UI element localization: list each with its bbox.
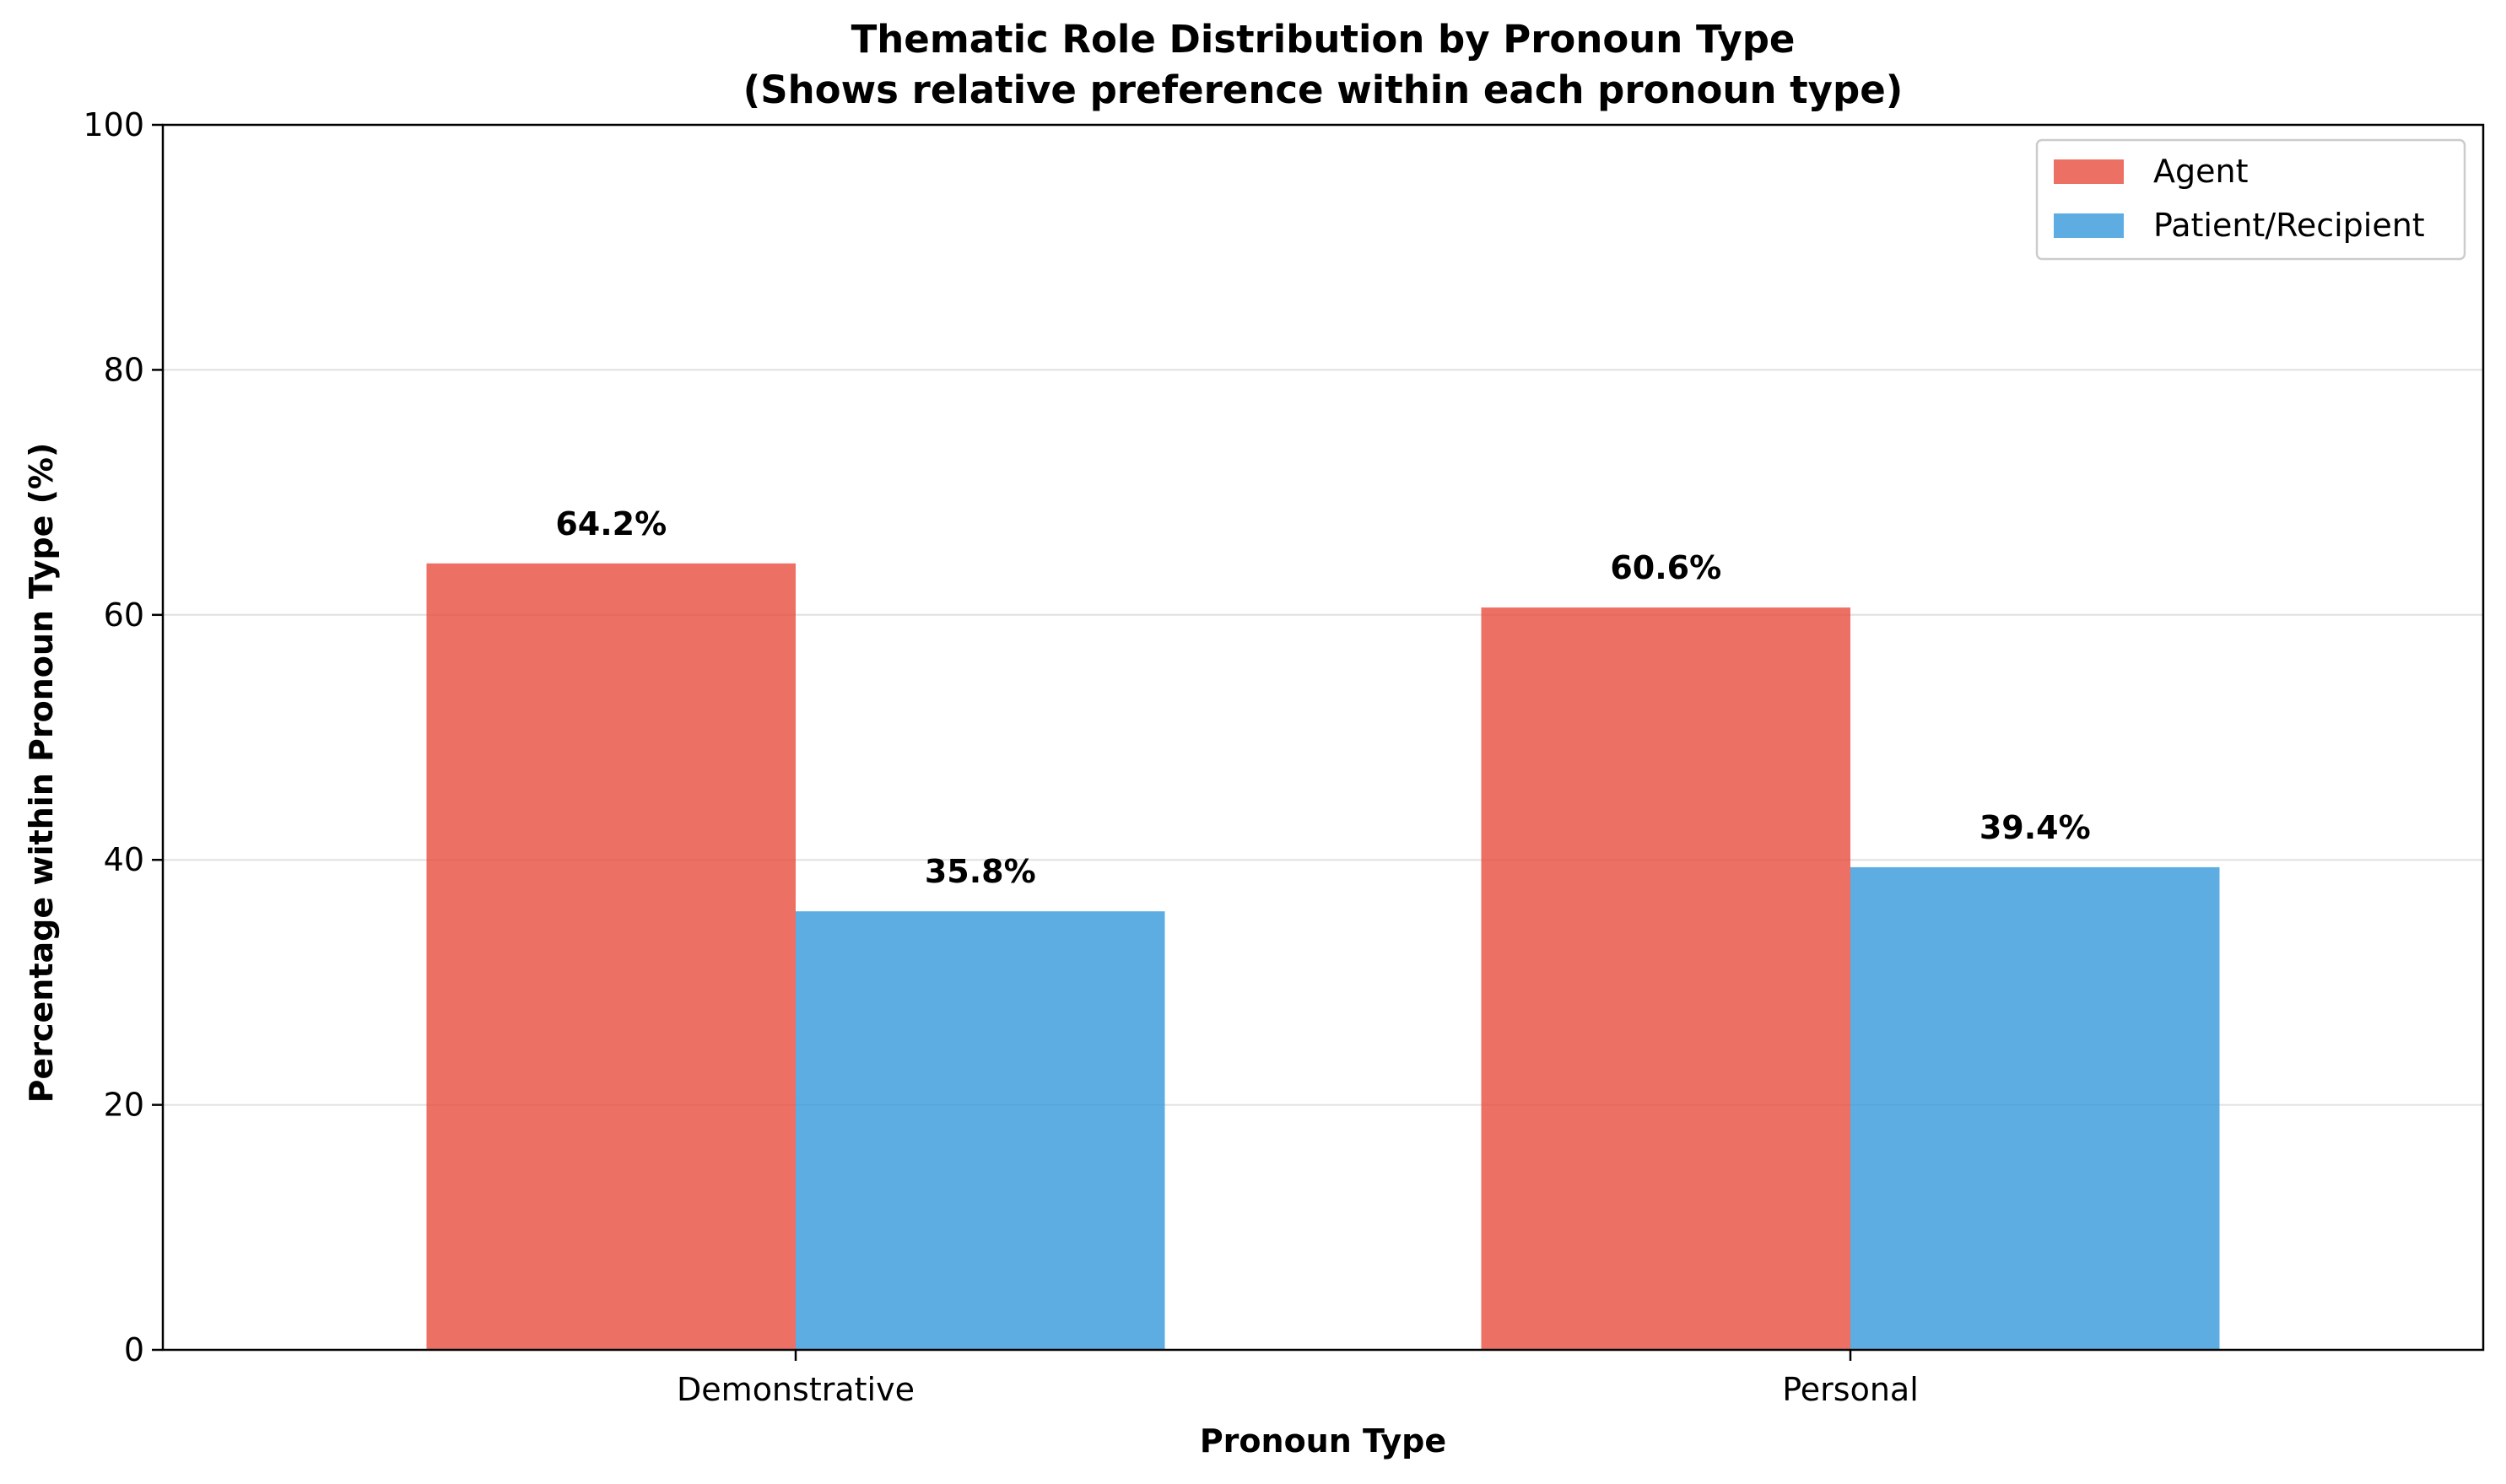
chart-subtitle: (Shows relative preference within each p… <box>743 67 1904 112</box>
y-tick-label-20: 20 <box>104 1087 144 1124</box>
y-tick-label-100: 100 <box>83 106 144 143</box>
value-label-agent-personal: 60.6% <box>1610 549 1721 586</box>
y-tick-label-0: 0 <box>124 1331 144 1368</box>
value-label-patient-recipient-personal: 39.4% <box>1979 809 2091 846</box>
x-axis-label: Pronoun Type <box>1200 1422 1446 1460</box>
legend-swatch-patient-recipient <box>2054 213 2124 238</box>
bar-patient-recipient-demonstrative <box>796 911 1165 1350</box>
plot-frame <box>161 123 2485 1352</box>
value-label-patient-recipient-demonstrative: 35.8% <box>925 853 1036 890</box>
y-tick-label-80: 80 <box>104 351 144 388</box>
y-axis-ticks: 0 20 40 60 80 100 <box>83 106 163 1368</box>
y-axis-label: Percentage within Pronoun Type (%) <box>23 443 60 1104</box>
value-label-agent-demonstrative: 64.2% <box>555 505 667 542</box>
chart-title: Thematic Role Distribution by Pronoun Ty… <box>851 17 1796 62</box>
data-labels: 64.2% 35.8% 60.6% 39.4% <box>555 505 2090 890</box>
y-tick-label-60: 60 <box>104 596 144 634</box>
bar-agent-demonstrative <box>426 563 796 1350</box>
legend-label-patient-recipient: Patient/Recipient <box>2153 207 2425 244</box>
bars <box>426 563 2220 1350</box>
legend-label-agent: Agent <box>2153 153 2248 190</box>
x-tick-label-personal: Personal <box>1782 1371 1919 1408</box>
x-axis-ticks: Demonstrative Personal <box>677 1350 1919 1408</box>
legend-frame <box>2035 138 2466 261</box>
bar-agent-personal <box>1481 607 1850 1350</box>
y-tick-label-40: 40 <box>104 841 144 878</box>
x-tick-label-demonstrative: Demonstrative <box>677 1371 915 1408</box>
bar-patient-recipient-personal <box>1850 866 2220 1350</box>
legend: Agent Patient/Recipient <box>2035 138 2466 261</box>
legend-swatch-agent <box>2054 159 2124 184</box>
